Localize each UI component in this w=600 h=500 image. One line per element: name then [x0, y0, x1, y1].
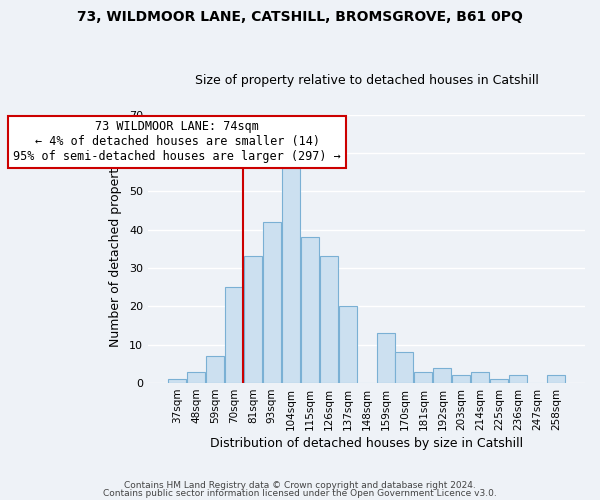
Bar — [187, 372, 205, 383]
Text: 73 WILDMOOR LANE: 74sqm
← 4% of detached houses are smaller (14)
95% of semi-det: 73 WILDMOOR LANE: 74sqm ← 4% of detached… — [13, 120, 341, 164]
Bar — [244, 256, 262, 383]
Bar — [301, 238, 319, 383]
Bar — [338, 306, 356, 383]
Bar — [472, 372, 490, 383]
Title: Size of property relative to detached houses in Catshill: Size of property relative to detached ho… — [194, 74, 539, 87]
Text: 73, WILDMOOR LANE, CATSHILL, BROMSGROVE, B61 0PQ: 73, WILDMOOR LANE, CATSHILL, BROMSGROVE,… — [77, 10, 523, 24]
Bar — [225, 287, 243, 383]
Bar — [282, 168, 300, 383]
Bar — [263, 222, 281, 383]
Bar — [395, 352, 413, 383]
Bar — [206, 356, 224, 383]
Bar — [509, 376, 527, 383]
Bar — [415, 372, 433, 383]
Bar — [547, 376, 565, 383]
X-axis label: Distribution of detached houses by size in Catshill: Distribution of detached houses by size … — [210, 437, 523, 450]
Bar — [490, 379, 508, 383]
Y-axis label: Number of detached properties: Number of detached properties — [109, 150, 122, 348]
Text: Contains public sector information licensed under the Open Government Licence v3: Contains public sector information licen… — [103, 488, 497, 498]
Bar — [433, 368, 451, 383]
Bar — [320, 256, 338, 383]
Bar — [377, 333, 395, 383]
Bar — [452, 376, 470, 383]
Bar — [168, 379, 186, 383]
Text: Contains HM Land Registry data © Crown copyright and database right 2024.: Contains HM Land Registry data © Crown c… — [124, 481, 476, 490]
